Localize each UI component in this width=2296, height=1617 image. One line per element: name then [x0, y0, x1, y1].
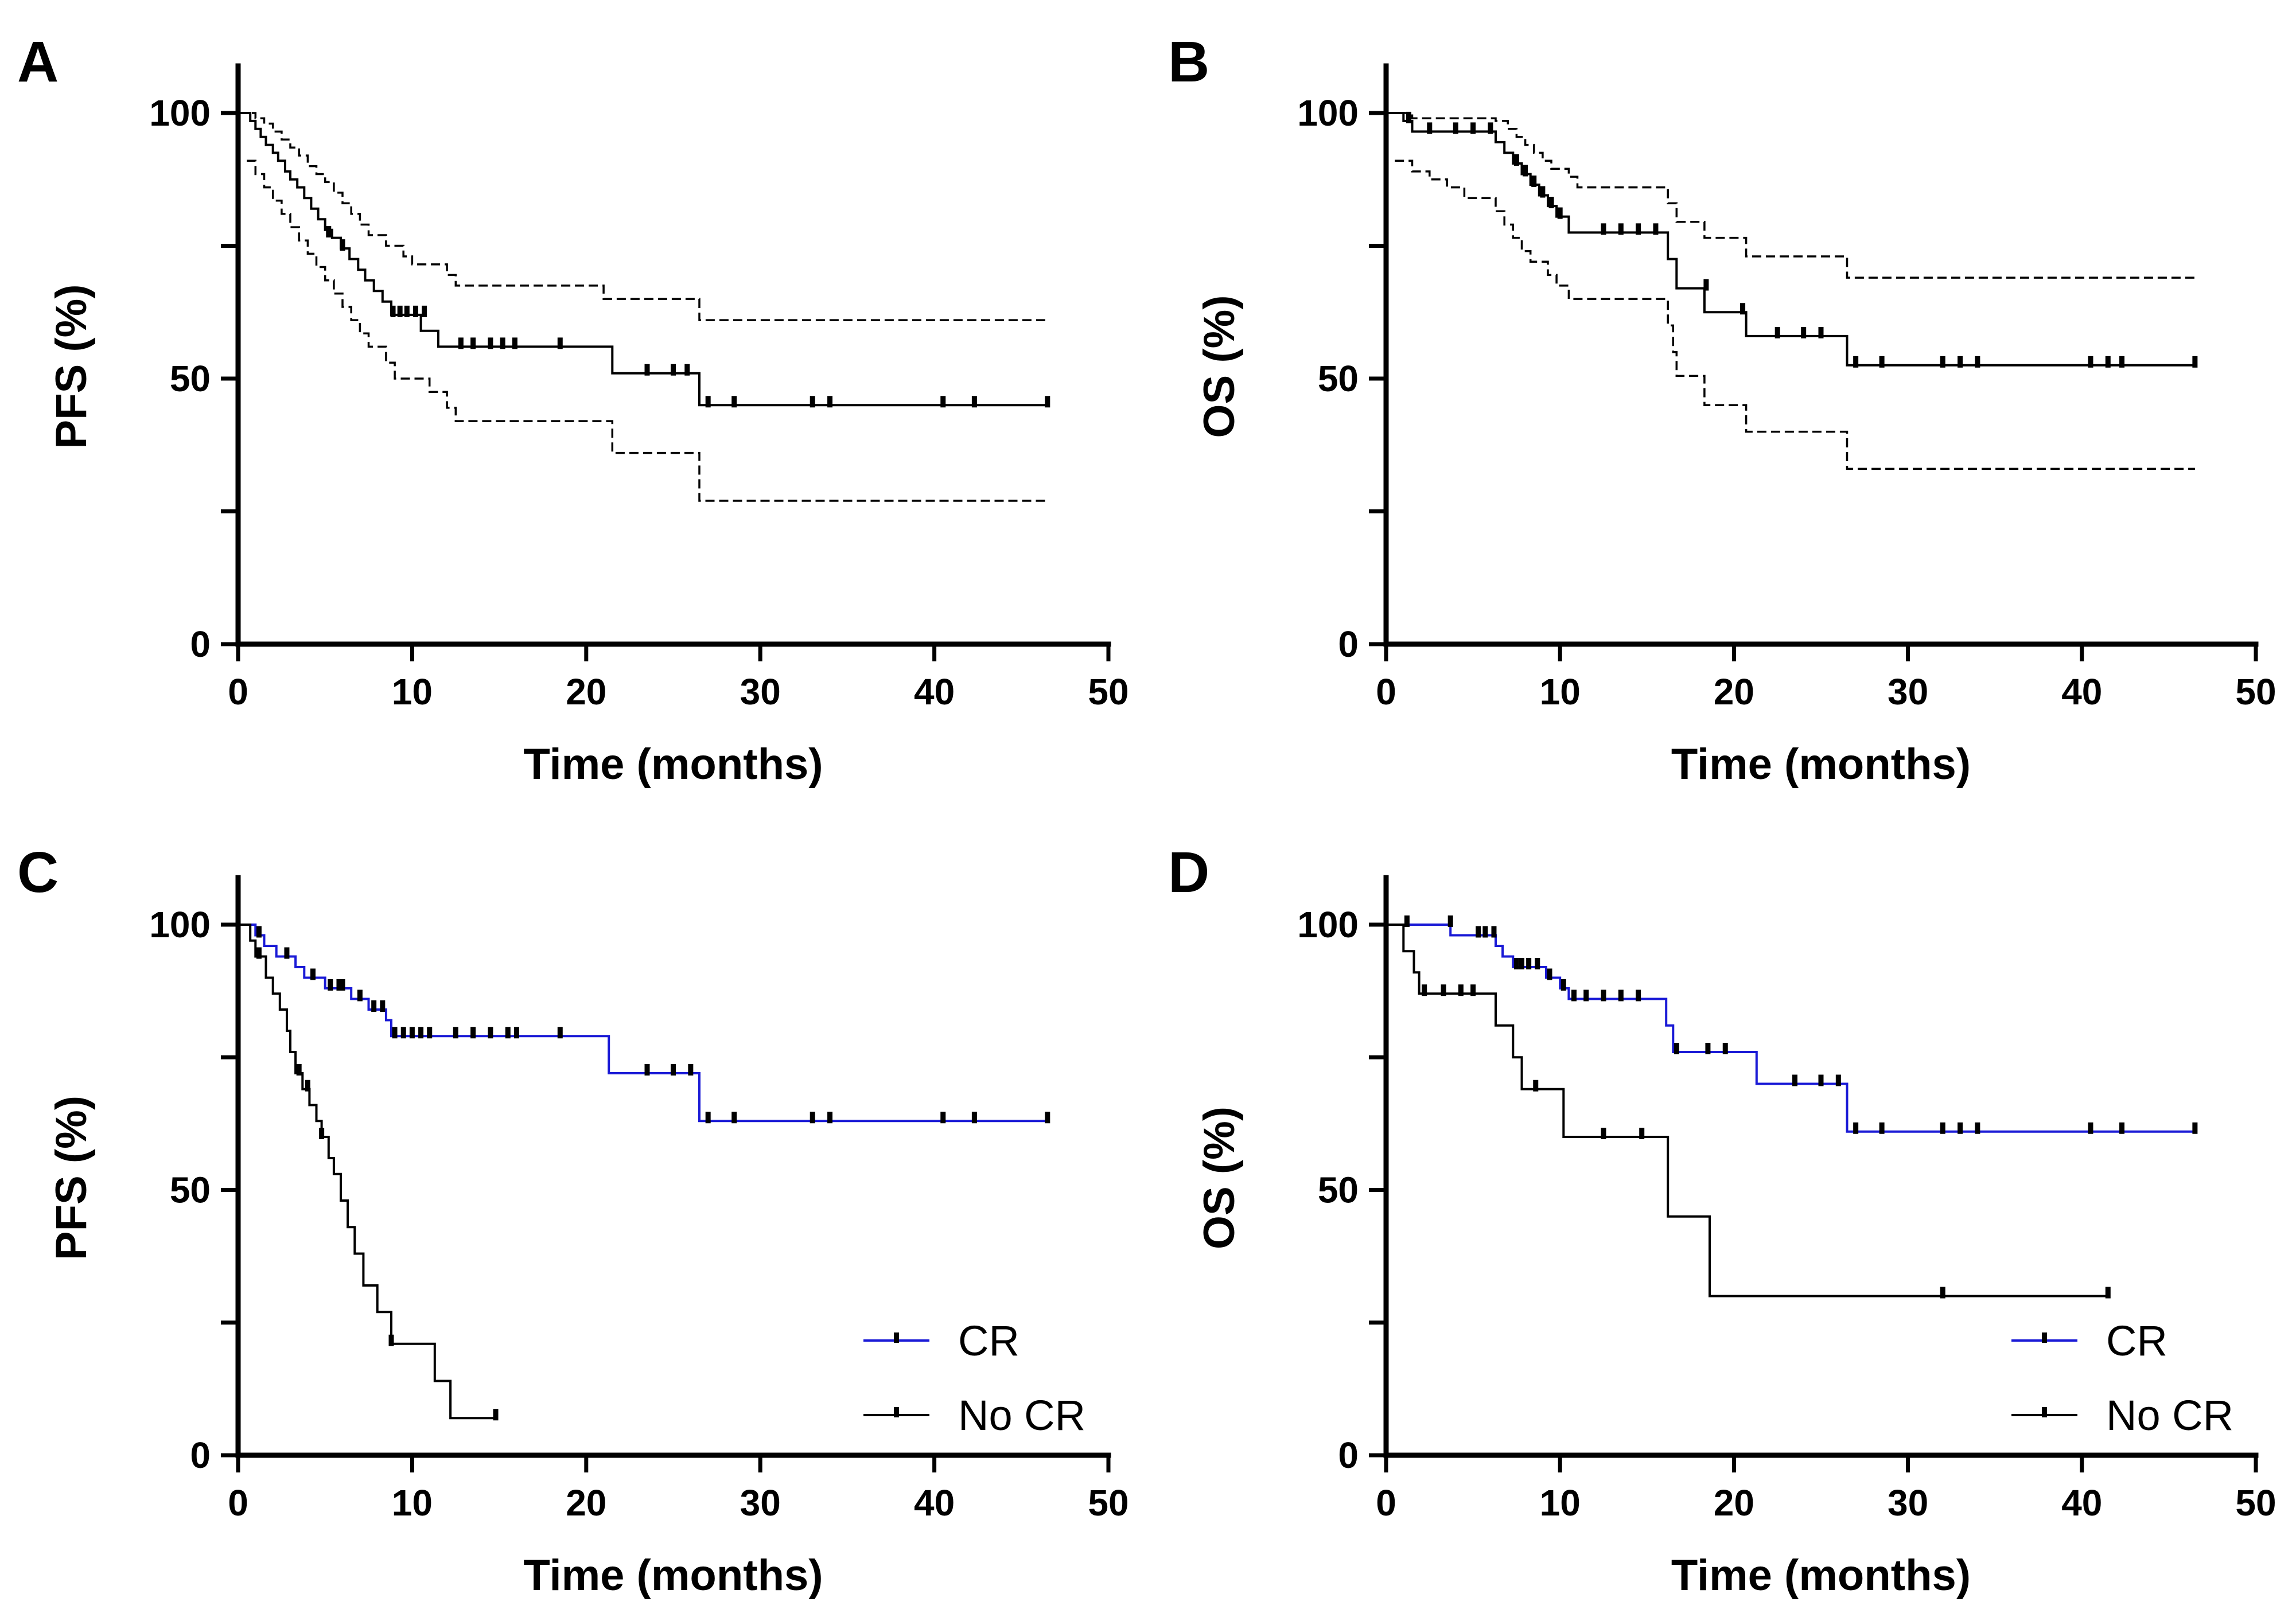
y-tick-label: 50	[1318, 1170, 1359, 1211]
x-tick-label: 50	[2235, 671, 2276, 712]
series-line-95-ci-upper	[238, 112, 1048, 321]
x-axis-title: Time (months)	[523, 1551, 823, 1600]
series-line-no-cr	[1386, 924, 2108, 1298]
x-tick-label: 10	[1540, 1482, 1581, 1524]
x-tick-label: 20	[566, 671, 606, 712]
series-line-95-ci-upper	[1386, 112, 2195, 279]
x-tick-label: 40	[2061, 671, 2102, 712]
x-tick-label: 40	[914, 1482, 955, 1524]
series-line-no-cr	[238, 924, 496, 1420]
x-tick-label: 40	[914, 671, 955, 712]
x-tick-label: 40	[2061, 1482, 2102, 1524]
x-tick-label: 50	[1088, 1482, 1128, 1524]
x-tick-label: 10	[392, 1482, 433, 1524]
x-tick-label: 30	[740, 1482, 781, 1524]
x-tick-label: 20	[1714, 1482, 1754, 1524]
x-tick-label: 50	[2235, 1482, 2276, 1524]
series-line-cr	[238, 924, 1048, 1123]
chart-panel-d: D 0 10 20 30 40 50 0 50 100 Time (months) OS (%) CR N…	[1168, 840, 2276, 1600]
y-tick-label: 100	[149, 904, 211, 945]
series-line-95-ci-lower	[1395, 159, 2195, 470]
y-axis-title: OS (%)	[1195, 1106, 1244, 1249]
y-tick-label: 0	[1338, 1435, 1359, 1476]
x-tick-label: 30	[1888, 671, 1928, 712]
x-tick-label: 0	[1376, 1482, 1396, 1524]
x-tick-label: 10	[1540, 671, 1581, 712]
panel-letter: B	[1168, 30, 1209, 94]
panel-letter: A	[17, 30, 59, 94]
y-tick-label: 100	[1297, 904, 1359, 945]
chart-panel-b: B 0 10 20 30 40 50 0 50 100 Time (months) OS (%)	[1168, 30, 2276, 789]
x-tick-label: 0	[228, 1482, 248, 1524]
y-axis-title: PFS (%)	[47, 1096, 96, 1260]
x-tick-label: 30	[740, 671, 781, 712]
x-tick-label: 30	[1888, 1482, 1928, 1524]
legend-label: No CR	[958, 1392, 1085, 1439]
panel-letter: C	[17, 840, 59, 905]
chart-panel-a: A 0 10 20 30 40 50 0 50 100 Time (months) PFS (%)	[17, 30, 1129, 789]
panel-letter: D	[1168, 840, 1209, 905]
x-tick-label: 0	[228, 671, 248, 712]
y-tick-label: 50	[170, 1170, 211, 1211]
series-line-cr	[1386, 924, 2195, 1133]
x-axis-title: Time (months)	[1671, 1551, 1971, 1600]
x-tick-label: 0	[1376, 671, 1396, 712]
x-tick-label: 50	[1088, 671, 1128, 712]
y-axis-title: PFS (%)	[47, 284, 96, 449]
y-tick-label: 0	[1338, 624, 1359, 665]
y-tick-label: 0	[190, 1435, 211, 1476]
y-tick-label: 0	[190, 624, 211, 665]
y-tick-label: 50	[1318, 358, 1359, 399]
x-tick-label: 10	[392, 671, 433, 712]
x-axis-title: Time (months)	[1671, 740, 1971, 789]
x-tick-label: 20	[1714, 671, 1754, 712]
legend-label: No CR	[2106, 1392, 2233, 1439]
y-tick-label: 100	[1297, 92, 1359, 134]
x-axis-title: Time (months)	[523, 740, 823, 789]
legend-label: CR	[958, 1317, 1019, 1365]
legend-label: CR	[2106, 1317, 2167, 1365]
y-tick-label: 50	[170, 358, 211, 399]
y-axis-title: OS (%)	[1195, 295, 1244, 438]
series-line-pfs	[238, 112, 1048, 407]
series-line-os	[1386, 112, 2195, 367]
y-tick-label: 100	[149, 92, 211, 134]
chart-panel-c: C 0 10 20 30 40 50 0 50 100 Time (months) PFS (%) CR…	[17, 840, 1129, 1600]
x-tick-label: 20	[566, 1482, 606, 1524]
series-line-95-ci-lower	[247, 159, 1048, 502]
